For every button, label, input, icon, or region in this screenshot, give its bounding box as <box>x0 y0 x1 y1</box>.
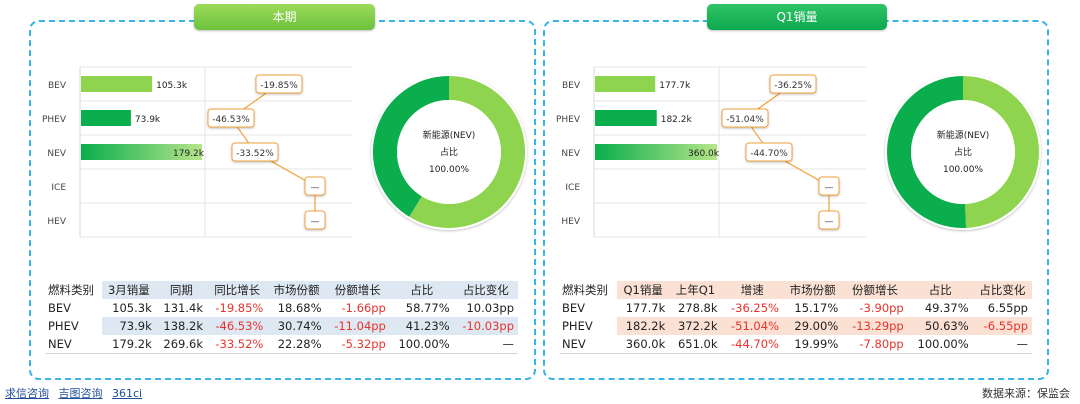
table-header-row: 燃料类别 3月销量 同期 同比增长 市场份额 份额增长 占比 占比变化 <box>46 281 518 299</box>
footer-link[interactable]: 求信咨询 <box>5 387 49 400</box>
cell: 138.2k <box>155 317 208 335</box>
cell: 269.6k <box>155 335 208 354</box>
cell: 49.37% <box>924 301 969 315</box>
col-header: 市场份额 <box>267 281 326 299</box>
cell: -1.66pp <box>341 301 386 315</box>
cell: NEV <box>560 335 618 354</box>
cell: 41.23% <box>389 317 454 335</box>
table-row: NEV 360.0k 651.0k -44.70% 19.99% -7.80pp… <box>560 335 1032 354</box>
table-header-row: 燃料类别 Q1销量 上年Q1 增速 市场份额 份额增长 占比 占比变化 <box>560 281 1032 299</box>
cell: 100.00% <box>907 335 973 354</box>
cell: -19.85% <box>215 301 264 315</box>
col-header: 燃料类别 <box>46 281 103 299</box>
col-header: 份额增长 <box>842 281 908 299</box>
cell: 182.2k <box>617 317 670 335</box>
table-row: PHEV 73.9k 138.2k -46.53% 30.74% -11.04p… <box>46 317 518 335</box>
cell: 105.3k <box>112 301 152 315</box>
cell: 372.2k <box>669 317 722 335</box>
cell: 73.9k <box>102 317 156 335</box>
footer-link[interactable]: 吉图咨询 <box>58 387 103 400</box>
cell: NEV <box>46 335 103 354</box>
col-header: 占比变化 <box>453 281 518 299</box>
col-header: 同期 <box>155 281 208 299</box>
cell: PHEV <box>560 317 618 335</box>
col-header: 同比增长 <box>207 281 268 299</box>
cell: 18.68% <box>277 301 322 315</box>
cell: -3.90pp <box>859 301 904 315</box>
table-row: BEV 177.7k 278.8k -36.25% 15.17% -3.90pp… <box>560 299 1032 317</box>
table-row: BEV 105.3k 131.4k -19.85% 18.68% -1.66pp… <box>46 299 518 317</box>
panel-title-current: 本期 <box>194 4 375 30</box>
table-row: PHEV 182.2k 372.2k -51.04% 29.00% -13.29… <box>560 317 1032 335</box>
col-header: 上年Q1 <box>669 281 722 299</box>
cell: 131.4k <box>163 301 204 315</box>
cell: — <box>972 335 1032 354</box>
cell: -46.53% <box>207 317 268 335</box>
cell: 22.28% <box>267 335 326 354</box>
cell: -51.04% <box>721 317 783 335</box>
cell: 100.00% <box>389 335 454 354</box>
cell: -13.29pp <box>842 317 908 335</box>
cell: -10.03pp <box>453 317 518 335</box>
cell: PHEV <box>46 317 103 335</box>
col-header: Q1销量 <box>617 281 670 299</box>
data-source: 数据来源：保监会 <box>982 387 1070 400</box>
cell: -33.52% <box>207 335 268 354</box>
panel-title-q1: Q1销量 <box>707 4 887 30</box>
cell: 30.74% <box>267 317 326 335</box>
kpi-table-current: 燃料类别 3月销量 同期 同比增长 市场份额 份额增长 占比 占比变化 BEV … <box>46 281 518 354</box>
col-header: 市场份额 <box>782 281 843 299</box>
cell: 177.7k <box>625 301 666 315</box>
col-header: 份额增长 <box>325 281 390 299</box>
col-header: 增速 <box>721 281 783 299</box>
cell: -11.04pp <box>325 317 390 335</box>
cell: -7.80pp <box>842 335 908 354</box>
cell: -44.70% <box>721 335 783 354</box>
cell: -6.55pp <box>972 317 1032 335</box>
cell: 19.99% <box>782 335 843 354</box>
cell: BEV <box>48 301 72 315</box>
col-header: 占比变化 <box>972 281 1032 299</box>
col-header: 占比 <box>907 281 973 299</box>
cell: 651.0k <box>669 335 722 354</box>
cell: 50.63% <box>907 317 973 335</box>
table-row: NEV 179.2k 269.6k -33.52% 22.28% -5.32pp… <box>46 335 518 354</box>
cell: 278.8k <box>677 301 718 315</box>
kpi-table-q1: 燃料类别 Q1销量 上年Q1 增速 市场份额 份额增长 占比 占比变化 BEV … <box>560 281 1032 354</box>
footer-link[interactable]: 361ci <box>112 387 143 400</box>
cell: 10.03pp <box>466 301 514 315</box>
col-header: 3月销量 <box>102 281 156 299</box>
cell: -36.25% <box>730 301 779 315</box>
cell: 6.55pp <box>987 301 1028 315</box>
cell: 15.17% <box>794 301 839 315</box>
footer-links: 求信咨询 吉图咨询 361ci <box>5 385 148 401</box>
cell: -5.32pp <box>325 335 390 354</box>
col-header: 占比 <box>389 281 454 299</box>
cell: 29.00% <box>782 317 843 335</box>
cell: — <box>453 335 518 354</box>
cell: BEV <box>562 301 586 315</box>
cell: 179.2k <box>102 335 156 354</box>
cell: 360.0k <box>617 335 670 354</box>
col-header: 燃料类别 <box>560 281 618 299</box>
cell: 58.77% <box>405 301 450 315</box>
